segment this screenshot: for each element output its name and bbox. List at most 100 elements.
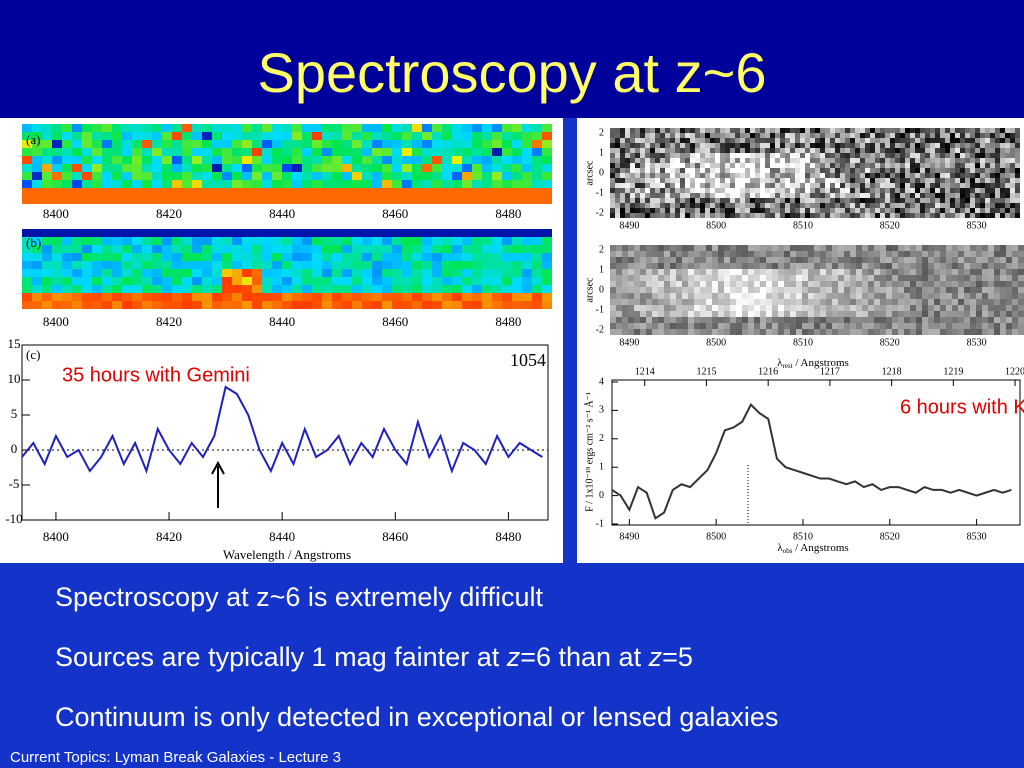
image-pixel (452, 269, 462, 277)
image-pixel (542, 148, 552, 156)
image-pixel (805, 133, 810, 138)
image-pixel (825, 208, 830, 213)
image-pixel (875, 173, 880, 178)
image-pixel (705, 183, 710, 188)
image-pixel (142, 132, 152, 140)
image-pixel (192, 277, 202, 285)
image-pixel (844, 269, 850, 275)
image-pixel (72, 196, 82, 204)
image-pixel (975, 138, 980, 143)
image-pixel (770, 193, 775, 198)
image-pixel (982, 245, 988, 251)
image-pixel (928, 263, 934, 269)
image-pixel (718, 245, 724, 251)
image-pixel (820, 198, 825, 203)
image-pixel (860, 178, 865, 183)
image-pixel (332, 261, 342, 269)
image-pixel (402, 140, 412, 148)
image-pixel (532, 245, 542, 253)
image-pixel (850, 193, 855, 198)
image-pixel (770, 178, 775, 183)
image-pixel (985, 183, 990, 188)
image-pixel (940, 158, 945, 163)
image-pixel (42, 277, 52, 285)
image-pixel (730, 198, 735, 203)
image-pixel (322, 124, 332, 132)
image-pixel (875, 203, 880, 208)
image-pixel (810, 203, 815, 208)
image-pixel (102, 164, 112, 172)
image-pixel (946, 305, 952, 311)
image-pixel (352, 140, 362, 148)
image-pixel (670, 208, 675, 213)
image-pixel (895, 188, 900, 193)
image-pixel (925, 183, 930, 188)
image-pixel (880, 153, 885, 158)
image-pixel (922, 305, 928, 311)
image-pixel (628, 299, 634, 305)
image-pixel (92, 140, 102, 148)
image-pixel (302, 172, 312, 180)
image-pixel (152, 285, 162, 293)
image-pixel (880, 198, 885, 203)
image-pixel (865, 138, 870, 143)
image-pixel (994, 323, 1000, 329)
image-pixel (940, 311, 946, 317)
image-pixel (680, 183, 685, 188)
image-pixel (805, 143, 810, 148)
image-pixel (132, 140, 142, 148)
image-pixel (724, 287, 730, 293)
image-pixel (880, 323, 886, 329)
image-pixel (886, 251, 892, 257)
image-pixel (975, 208, 980, 213)
image-pixel (790, 138, 795, 143)
image-pixel (655, 153, 660, 158)
image-pixel (332, 156, 342, 164)
image-pixel (810, 208, 815, 213)
image-pixel (412, 277, 422, 285)
image-pixel (765, 208, 770, 213)
image-pixel (832, 299, 838, 305)
image-pixel (688, 311, 694, 317)
image-pixel (690, 213, 695, 218)
image-pixel (372, 188, 382, 196)
image-pixel (766, 275, 772, 281)
image-pixel (790, 208, 795, 213)
image-pixel (432, 164, 442, 172)
image-pixel (532, 180, 542, 188)
image-pixel (955, 128, 960, 133)
image-pixel (994, 257, 1000, 263)
image-pixel (784, 323, 790, 329)
image-pixel (835, 143, 840, 148)
image-pixel (532, 172, 542, 180)
image-pixel (650, 173, 655, 178)
image-pixel (910, 158, 915, 163)
image-pixel (830, 138, 835, 143)
image-pixel (740, 193, 745, 198)
image-pixel (790, 178, 795, 183)
image-pixel (720, 158, 725, 163)
image-pixel (392, 140, 402, 148)
image-pixel (905, 193, 910, 198)
image-pixel (342, 245, 352, 253)
image-pixel (482, 253, 492, 261)
image-pixel (850, 287, 856, 293)
image-pixel (700, 173, 705, 178)
image-pixel (730, 329, 736, 335)
image-pixel (1000, 213, 1005, 218)
image-pixel (970, 293, 976, 299)
image-pixel (52, 237, 62, 245)
image-pixel (724, 305, 730, 311)
image-pixel (988, 245, 994, 251)
image-pixel (695, 158, 700, 163)
image-pixel (795, 163, 800, 168)
image-pixel (542, 196, 552, 204)
image-pixel (685, 153, 690, 158)
image-pixel (930, 183, 935, 188)
image-pixel (640, 128, 645, 133)
image-pixel (342, 172, 352, 180)
image-pixel (1015, 168, 1020, 173)
image-pixel (172, 277, 182, 285)
image-pixel (735, 193, 740, 198)
image-pixel (700, 133, 705, 138)
